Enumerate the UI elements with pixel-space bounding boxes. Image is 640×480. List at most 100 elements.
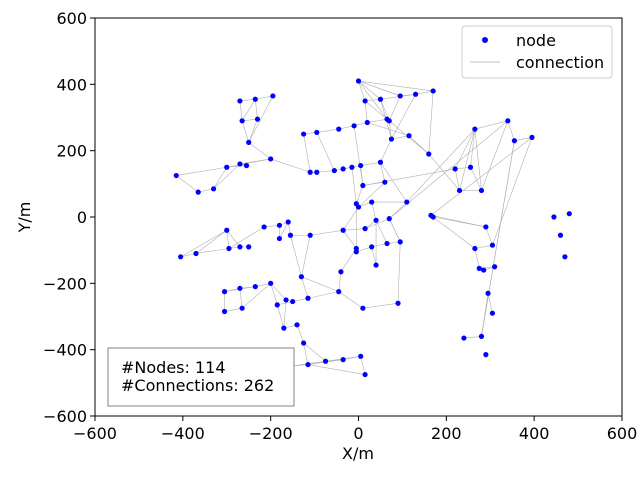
connection-line [481,120,509,191]
node-point [384,240,390,247]
node-point [307,169,313,175]
connection-line [270,283,278,305]
info-box-frame [107,347,295,407]
connection-line [375,220,388,244]
connection-line [474,129,482,191]
node-point [340,357,346,363]
connection-line [470,167,482,191]
node-point [351,123,357,129]
info-nodes-count: #Nodes: 114 [121,358,226,377]
connection-line [255,283,271,287]
connection-line [481,140,515,337]
connection-line [248,142,271,160]
connection-line [255,95,273,100]
node-point [237,244,243,250]
node-point [395,300,401,306]
node-point [355,78,362,84]
connection-line [228,226,265,249]
node-point [483,352,489,358]
node-point [331,167,337,174]
connection-line [415,90,434,95]
connection-line [283,299,287,329]
node-point [224,227,230,233]
connection-line [254,99,258,120]
node-point [412,91,419,97]
node-point [307,232,313,238]
node-point [360,182,366,189]
connection-line [226,158,271,168]
connection-line [360,161,381,166]
node-point [276,222,283,228]
connection-line [270,158,311,173]
connection-line [239,288,243,309]
connection-line [226,165,247,168]
connection-line [248,95,274,143]
connection-line [316,170,335,173]
node-point [358,162,364,169]
node-point [195,189,201,195]
connection-line [432,216,476,249]
node-point [246,139,252,145]
connection-line [380,138,392,163]
connection-line [358,181,386,208]
node-point [386,118,392,124]
info-connections-count: #Connections: 262 [121,376,274,395]
connection-line [360,165,364,186]
connection-line [338,125,355,130]
connection-line [303,342,326,362]
y-axis-ticks: −600 −400 −200 0 200 400 600 [43,9,95,426]
node-point [430,88,436,94]
connection-line [406,128,476,203]
node-point [287,232,294,238]
node-point [489,242,496,248]
node-point [237,161,243,167]
node-point [305,361,311,368]
x-tick-label: 400 [519,424,550,443]
connection-line [303,342,309,365]
node-point [252,96,258,102]
connection-line [241,283,271,309]
connection-line [362,302,399,309]
connection-line [371,243,388,248]
node-point [426,151,432,157]
x-tick-label: 600 [607,424,638,443]
connection-line [338,271,342,292]
connection-line [241,120,249,143]
node-point [456,187,463,194]
connection-line [388,95,401,121]
connection-line [195,248,229,254]
node-point [360,305,366,311]
connection-line [296,324,304,344]
connection-line [358,80,434,92]
node-point [511,138,518,144]
connection-line [195,230,227,254]
node-point [314,129,320,136]
node-point [353,249,359,255]
node-point [285,219,291,225]
node-point [472,245,478,252]
connection-line [362,168,456,186]
node-point [294,322,300,328]
connection-line [485,226,493,246]
node-point [178,254,184,260]
connection-line [474,244,493,249]
connection-line [356,246,372,253]
node-point [301,131,307,137]
connection-line [224,307,243,312]
connection-line [270,283,287,301]
node-point [274,302,280,308]
node-point [221,308,228,315]
node-point [485,290,491,296]
node-point [210,186,217,192]
connection-line [316,128,339,133]
node-point [386,216,392,222]
connection-line [430,137,533,216]
node-point [483,224,489,230]
node-point [221,289,228,295]
node-point [461,335,467,341]
node-point [276,235,283,242]
connection-line [343,228,366,231]
connection-line [279,221,289,239]
connection-line [342,206,359,231]
connection-line [248,119,258,143]
